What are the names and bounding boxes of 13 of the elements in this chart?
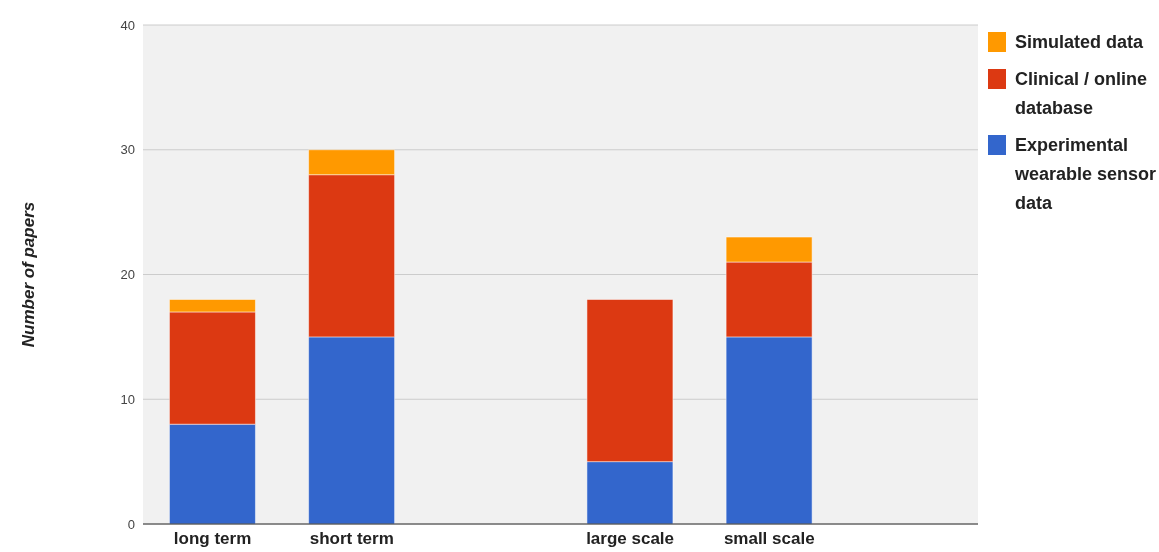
legend-label: Simulated data <box>1015 31 1144 54</box>
x-tick-label: short term <box>309 529 394 549</box>
y-tick-label: 40 <box>120 17 135 33</box>
x-tick-label: long term <box>173 529 252 549</box>
legend-label: Clinical / online database <box>1015 68 1149 120</box>
x-tick-label: small scale <box>723 529 815 549</box>
y-tick-label: 0 <box>127 516 135 532</box>
y-tick-label: 10 <box>120 391 135 407</box>
y-tick-label: 20 <box>120 267 135 283</box>
x-tick-label: large scale <box>586 529 675 549</box>
y-axis-title: Number of papers <box>19 201 39 348</box>
legend-label: Experimental wearable sensor data <box>1015 134 1158 215</box>
y-tick-label: 30 <box>120 142 135 158</box>
